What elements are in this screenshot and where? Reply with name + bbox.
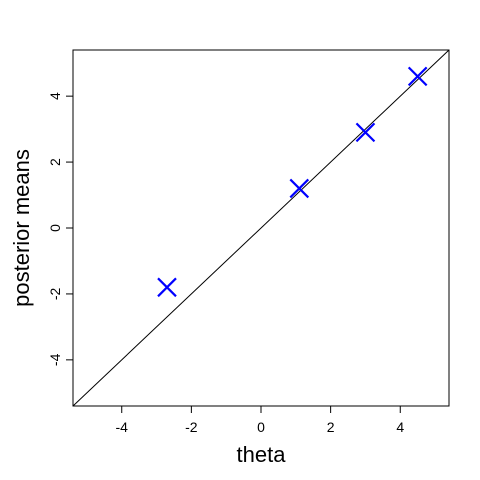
y-axis: -4 -2 0 2 4 xyxy=(47,92,73,366)
data-point xyxy=(157,277,177,298)
y-tick-label: 2 xyxy=(47,158,63,166)
data-point xyxy=(289,178,310,199)
reference-line-layer xyxy=(72,49,450,407)
y-tick-label: 4 xyxy=(47,92,63,100)
points-layer xyxy=(157,66,428,298)
y-axis-title: posterior means xyxy=(9,149,34,307)
x-tick-label: 4 xyxy=(396,419,404,435)
x-axis: -4 -2 0 2 4 xyxy=(116,406,404,435)
y-tick-label: 0 xyxy=(47,224,63,232)
x-tick-label: 2 xyxy=(327,419,335,435)
x-tick-label: -2 xyxy=(185,419,198,435)
identity-line xyxy=(72,49,450,407)
x-tick-label: -4 xyxy=(116,419,129,435)
data-point xyxy=(407,66,428,87)
y-tick-label: -2 xyxy=(47,287,63,300)
x-axis-title: theta xyxy=(237,442,287,467)
data-point xyxy=(355,122,376,143)
y-tick-label: -4 xyxy=(47,353,63,366)
x-tick-label: 0 xyxy=(257,419,265,435)
